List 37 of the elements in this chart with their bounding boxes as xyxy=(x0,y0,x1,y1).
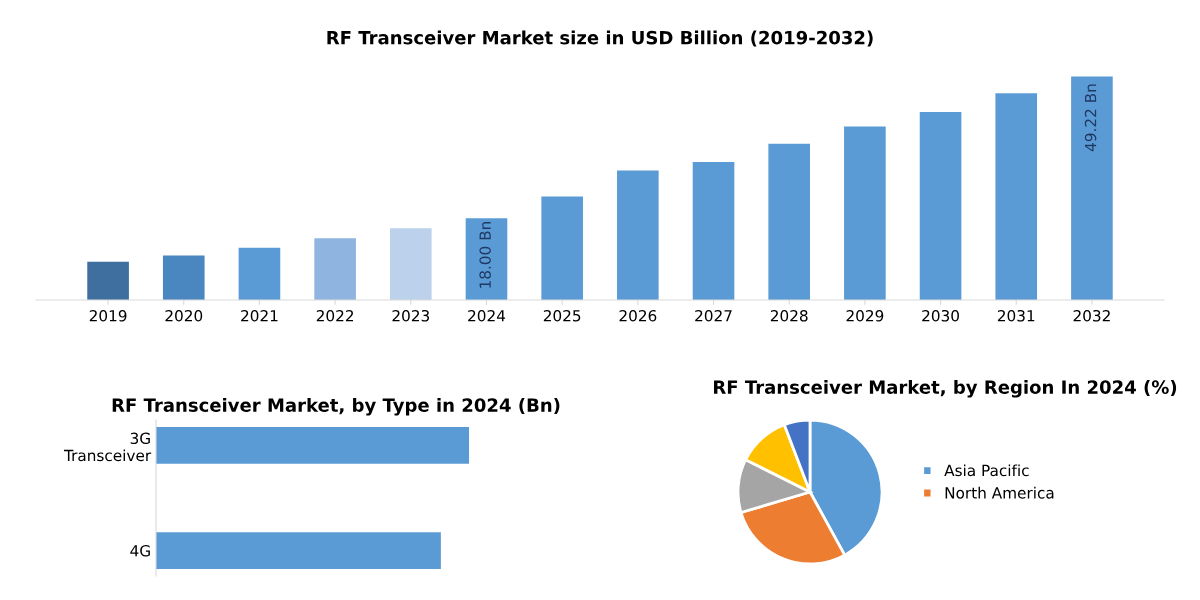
bar xyxy=(314,238,356,300)
x-tick-label: 2019 xyxy=(89,309,127,322)
x-tick-label: 2023 xyxy=(392,309,430,322)
bar xyxy=(389,228,432,300)
legend-label: North America xyxy=(945,486,1054,499)
chart-title: RF Transceiver Market, by Type in 2024 (Bn) xyxy=(112,397,560,416)
bar xyxy=(844,126,886,300)
chart-title: RF Transceiver Market, by Region In 2024 (%) xyxy=(714,379,1177,398)
x-tick-label: 2028 xyxy=(770,309,808,322)
bar xyxy=(465,218,508,300)
x-tick-label: 2021 xyxy=(241,309,278,322)
x-tick-label: 2025 xyxy=(543,309,581,322)
bar xyxy=(995,93,1038,300)
x-tick-label: 2022 xyxy=(316,309,354,322)
bar xyxy=(87,261,129,300)
bar xyxy=(238,247,281,300)
bar xyxy=(768,143,811,300)
y-tick-label: 4G xyxy=(130,544,150,557)
bar xyxy=(919,111,962,300)
x-tick-label: 2020 xyxy=(165,309,203,322)
x-tick-label: 2029 xyxy=(846,309,884,322)
y-tick-label: 3G Transceiver xyxy=(63,432,152,462)
x-tick-label: 2032 xyxy=(1073,309,1110,322)
x-tick-label: 2030 xyxy=(922,309,959,322)
bar xyxy=(1071,76,1113,300)
data-label: 18.00 Bn xyxy=(479,222,491,288)
x-tick-label: 2026 xyxy=(619,309,657,322)
x-tick-label: 2031 xyxy=(997,309,1035,322)
x-tick-label: 2027 xyxy=(695,309,732,322)
chart-title: RF Transceiver Market size in USD Billion (2019-2032) xyxy=(327,30,873,47)
bar xyxy=(162,255,205,300)
x-tick-label: 2024 xyxy=(468,309,506,322)
bar xyxy=(541,196,583,300)
data-label: 49.22 Bn xyxy=(1084,84,1097,152)
bar xyxy=(692,161,735,300)
legend-label: Asia Pacific xyxy=(944,464,1029,477)
bar xyxy=(617,170,659,300)
